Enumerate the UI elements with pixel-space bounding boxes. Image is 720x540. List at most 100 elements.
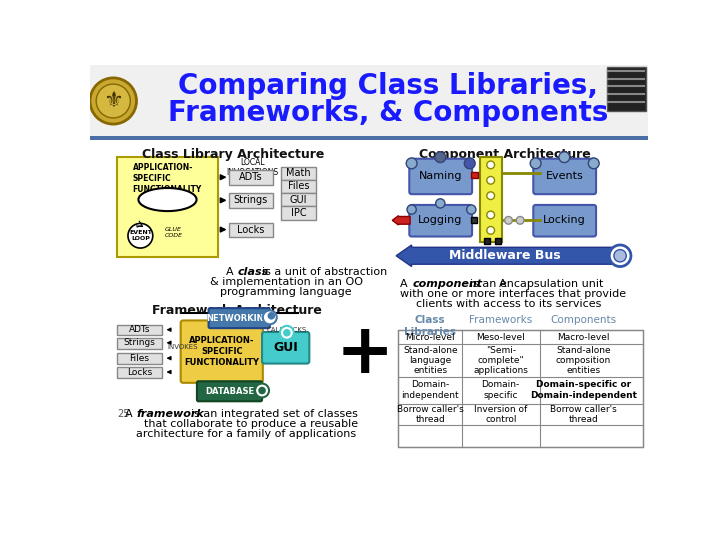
Text: Framework Architecture: Framework Architecture bbox=[153, 303, 322, 316]
FancyBboxPatch shape bbox=[229, 193, 273, 208]
Bar bbox=[607, 67, 646, 111]
Text: that collaborate to produce a reusable: that collaborate to produce a reusable bbox=[144, 419, 359, 429]
Text: INVOKES: INVOKES bbox=[168, 345, 198, 350]
Bar bbox=[472, 217, 477, 222]
Text: Strings: Strings bbox=[233, 195, 268, 205]
Text: +: + bbox=[336, 320, 395, 387]
Text: Domain-specific or
Domain-independent: Domain-specific or Domain-independent bbox=[530, 380, 636, 400]
FancyBboxPatch shape bbox=[282, 167, 315, 180]
Text: Micro-level: Micro-level bbox=[405, 333, 455, 342]
FancyBboxPatch shape bbox=[534, 205, 596, 237]
Text: Macro-level: Macro-level bbox=[557, 333, 610, 342]
Circle shape bbox=[406, 158, 417, 168]
Bar bbox=[484, 238, 490, 244]
Text: IPC: IPC bbox=[291, 208, 306, 218]
FancyBboxPatch shape bbox=[117, 338, 163, 348]
Text: is an integrated set of classes: is an integrated set of classes bbox=[191, 409, 358, 419]
Circle shape bbox=[588, 158, 599, 168]
Bar bbox=[90, 65, 648, 137]
FancyBboxPatch shape bbox=[409, 159, 472, 194]
Text: architecture for a family of applications: architecture for a family of application… bbox=[137, 429, 356, 439]
Text: LOCAL
INVOCATIONS: LOCAL INVOCATIONS bbox=[227, 158, 279, 177]
Text: Frameworks: Frameworks bbox=[469, 315, 532, 325]
Circle shape bbox=[487, 161, 495, 169]
Text: A: A bbox=[400, 279, 411, 289]
Text: programming language: programming language bbox=[220, 287, 352, 298]
Circle shape bbox=[280, 326, 294, 340]
Text: Stand-alone
composition
entities: Stand-alone composition entities bbox=[556, 346, 611, 375]
Text: ADTs: ADTs bbox=[129, 325, 150, 334]
Text: is a unit of abstraction: is a unit of abstraction bbox=[262, 267, 387, 278]
FancyBboxPatch shape bbox=[117, 367, 163, 378]
Text: Logging: Logging bbox=[418, 215, 462, 225]
Text: A: A bbox=[125, 409, 136, 419]
Text: Inversion of
control: Inversion of control bbox=[474, 404, 527, 424]
FancyBboxPatch shape bbox=[229, 222, 273, 237]
Text: Stand-alone
language
entities: Stand-alone language entities bbox=[403, 346, 457, 375]
Text: NETWORKING: NETWORKING bbox=[207, 314, 271, 322]
Circle shape bbox=[487, 177, 495, 184]
Text: clients with access to its services: clients with access to its services bbox=[415, 299, 601, 309]
FancyBboxPatch shape bbox=[262, 332, 310, 363]
Text: Math: Math bbox=[286, 168, 311, 178]
FancyBboxPatch shape bbox=[409, 205, 472, 237]
Text: "Semi-
complete"
applications: "Semi- complete" applications bbox=[473, 346, 528, 375]
Circle shape bbox=[128, 224, 153, 248]
Text: Locks: Locks bbox=[237, 225, 264, 234]
Text: APPLICATION-
SPECIFIC
FUNCTIONALITY: APPLICATION- SPECIFIC FUNCTIONALITY bbox=[184, 336, 259, 367]
Text: Locks: Locks bbox=[127, 368, 152, 376]
Text: Borrow caller's
thread: Borrow caller's thread bbox=[397, 404, 464, 424]
Text: Comparing Class Libraries,: Comparing Class Libraries, bbox=[179, 72, 598, 100]
Text: 25: 25 bbox=[117, 409, 130, 419]
FancyBboxPatch shape bbox=[282, 193, 315, 206]
Bar bbox=[117, 157, 218, 257]
Text: A: A bbox=[225, 267, 237, 278]
Text: Domain-
independent: Domain- independent bbox=[402, 380, 459, 400]
Text: GUI: GUI bbox=[289, 194, 307, 205]
Text: Class Library Architecture: Class Library Architecture bbox=[142, 148, 325, 161]
Circle shape bbox=[436, 199, 445, 208]
Text: GLUE
CODE: GLUE CODE bbox=[165, 227, 183, 238]
Bar bbox=[472, 172, 477, 178]
FancyBboxPatch shape bbox=[209, 308, 270, 328]
Text: Frameworks, & Components: Frameworks, & Components bbox=[168, 98, 608, 126]
Text: Naming: Naming bbox=[418, 172, 462, 181]
Text: GUI: GUI bbox=[273, 341, 297, 354]
Ellipse shape bbox=[138, 188, 197, 211]
Text: is an encapsulation unit: is an encapsulation unit bbox=[469, 279, 603, 289]
Circle shape bbox=[90, 78, 137, 124]
FancyArrow shape bbox=[396, 245, 617, 267]
FancyBboxPatch shape bbox=[197, 381, 262, 401]
Text: with one or more interfaces that provide: with one or more interfaces that provide bbox=[400, 289, 626, 299]
FancyBboxPatch shape bbox=[181, 320, 263, 383]
Bar bbox=[480, 157, 502, 242]
FancyBboxPatch shape bbox=[117, 353, 163, 364]
Text: Components: Components bbox=[550, 315, 616, 325]
FancyArrow shape bbox=[392, 215, 410, 225]
FancyBboxPatch shape bbox=[282, 180, 315, 193]
Text: Locking: Locking bbox=[543, 215, 585, 225]
FancyBboxPatch shape bbox=[282, 206, 315, 220]
Text: & implementation in an OO: & implementation in an OO bbox=[210, 278, 363, 287]
Text: Events: Events bbox=[546, 172, 583, 181]
Circle shape bbox=[96, 84, 130, 118]
Circle shape bbox=[435, 152, 446, 163]
Text: ADTs: ADTs bbox=[238, 172, 262, 182]
Circle shape bbox=[609, 245, 631, 267]
FancyBboxPatch shape bbox=[229, 170, 273, 185]
Circle shape bbox=[487, 211, 495, 219]
Text: Files: Files bbox=[288, 181, 309, 192]
Text: Strings: Strings bbox=[124, 338, 156, 347]
Circle shape bbox=[259, 387, 265, 394]
Text: Meso-level: Meso-level bbox=[477, 333, 525, 342]
Text: CALLBACKS: CALLBACKS bbox=[266, 327, 307, 333]
Text: Component Architecture: Component Architecture bbox=[419, 148, 590, 161]
Circle shape bbox=[263, 310, 276, 325]
Text: ⚜: ⚜ bbox=[103, 91, 123, 111]
Text: class: class bbox=[238, 267, 269, 278]
Text: DATABASE: DATABASE bbox=[205, 387, 254, 396]
Circle shape bbox=[530, 158, 541, 168]
Circle shape bbox=[516, 217, 524, 224]
Circle shape bbox=[559, 152, 570, 163]
Bar bbox=[398, 330, 642, 447]
